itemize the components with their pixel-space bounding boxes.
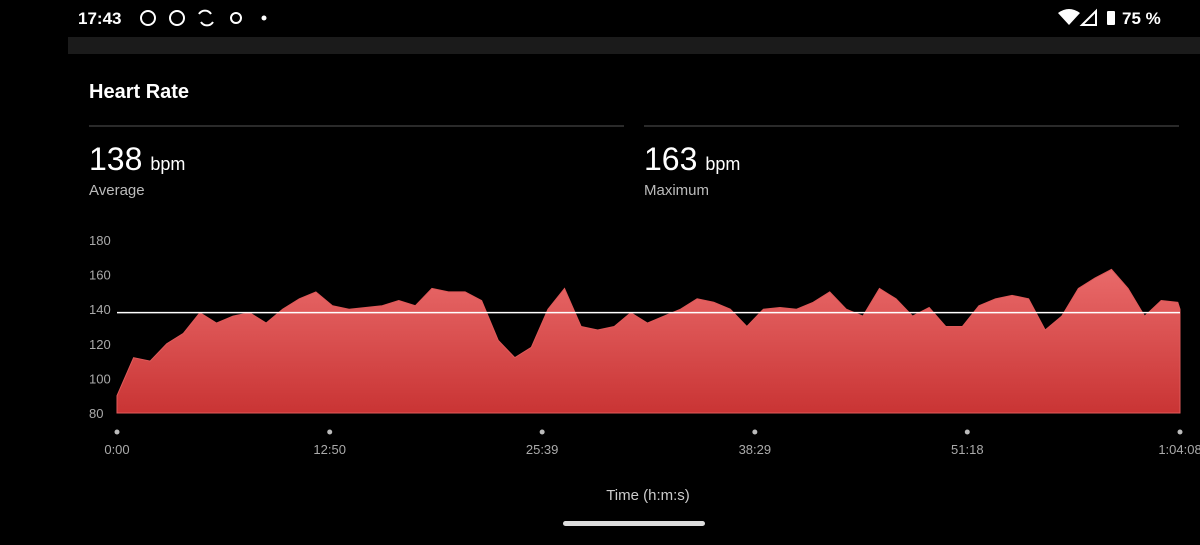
- battery-level: 75 %: [1122, 9, 1161, 28]
- stat-value: 138: [89, 141, 142, 177]
- battery-icon: [1107, 11, 1115, 25]
- x-tick-dot: [327, 429, 333, 435]
- y-tick-label: 120: [89, 337, 111, 352]
- wifi-icon: [1058, 9, 1080, 25]
- y-tick-label: 140: [89, 302, 111, 317]
- status-dot: [261, 15, 267, 21]
- x-tick-label: 51:18: [951, 442, 984, 457]
- status-icons: [140, 9, 242, 27]
- x-tick-dot: [114, 429, 120, 435]
- stat-unit: bpm: [705, 154, 740, 174]
- top-bar: [68, 37, 1200, 54]
- home-indicator: [563, 521, 705, 526]
- stat-label: Average: [89, 182, 145, 199]
- x-tick-dot: [539, 429, 545, 435]
- x-tick-label: 12:50: [313, 442, 346, 457]
- x-tick-label: 0:00: [104, 442, 129, 457]
- stat-label: Maximum: [644, 182, 709, 199]
- x-tick-dot: [752, 429, 758, 435]
- signal-icon: [1079, 8, 1097, 26]
- x-tick-label: 38:29: [739, 442, 772, 457]
- y-tick-label: 80: [89, 406, 103, 421]
- status-time: 17:43: [78, 9, 121, 28]
- card-title: Heart Rate: [89, 81, 189, 103]
- y-tick-label: 160: [89, 268, 111, 283]
- x-tick-dot: [964, 429, 970, 435]
- y-tick-label: 100: [89, 371, 111, 386]
- x-tick-label: 25:39: [526, 442, 559, 457]
- x-tick-label: 1:04:08: [1158, 442, 1200, 457]
- x-tick-dot: [1177, 429, 1183, 435]
- y-tick-label: 180: [89, 233, 111, 248]
- x-axis-title: Time (h:m:s): [606, 487, 690, 504]
- heart-rate-area: [116, 268, 1181, 414]
- stat-value: 163: [644, 141, 697, 177]
- stat-unit: bpm: [150, 154, 185, 174]
